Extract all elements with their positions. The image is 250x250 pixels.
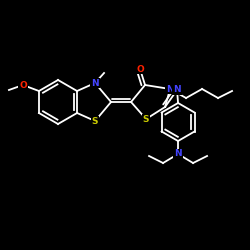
Text: S: S xyxy=(92,116,98,126)
Text: O: O xyxy=(136,64,144,74)
Text: O: O xyxy=(19,80,27,90)
Text: N: N xyxy=(166,84,174,94)
Text: N: N xyxy=(174,150,182,158)
Text: N: N xyxy=(173,86,181,94)
Text: S: S xyxy=(143,114,149,124)
Text: N: N xyxy=(91,78,99,88)
